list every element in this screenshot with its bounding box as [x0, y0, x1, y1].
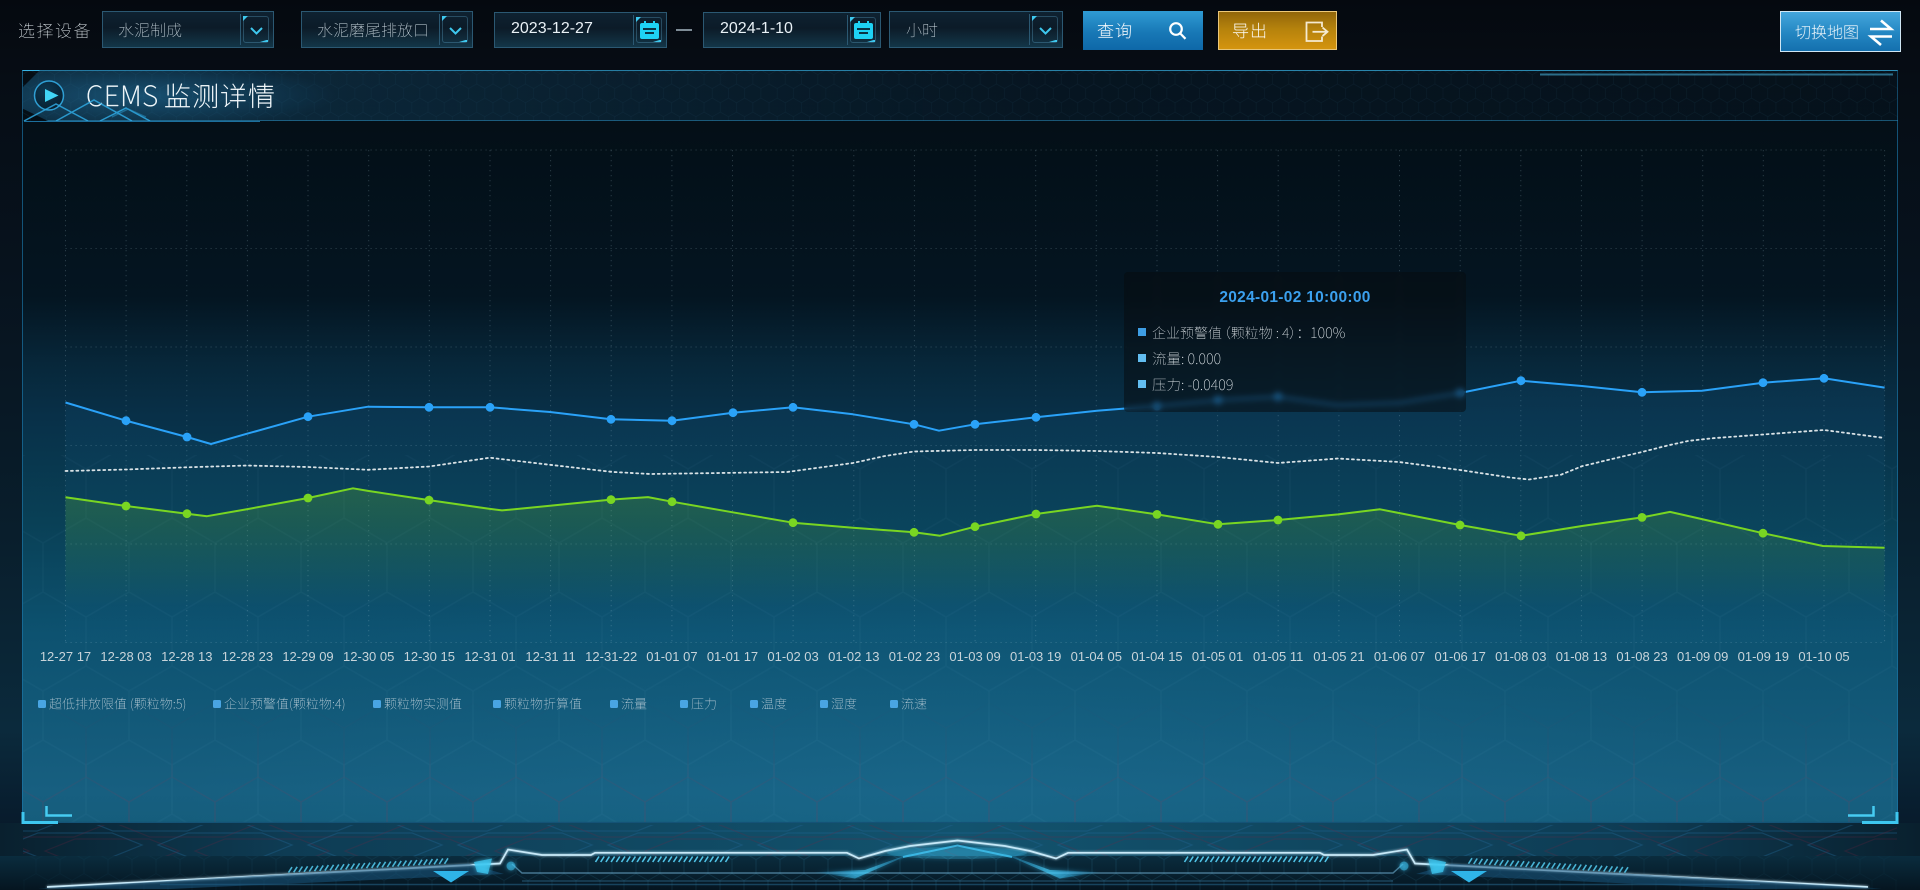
svg-text:01-02 23: 01-02 23 [889, 649, 940, 664]
svg-text:12-30 05: 12-30 05 [343, 649, 394, 664]
svg-text:01-08 13: 01-08 13 [1556, 649, 1607, 664]
svg-text:01-05 11: 01-05 11 [1253, 649, 1303, 664]
svg-text:01-09 19: 01-09 19 [1738, 649, 1789, 664]
svg-text:01-08 03: 01-08 03 [1495, 649, 1546, 664]
svg-text:01-03 09: 01-03 09 [949, 649, 1000, 664]
svg-text:12-28 23: 12-28 23 [222, 649, 273, 664]
svg-text:01-04 05: 01-04 05 [1071, 649, 1122, 664]
svg-text:01-01 07: 01-01 07 [646, 649, 697, 664]
svg-text:01-10 05: 01-10 05 [1798, 649, 1849, 664]
svg-text:01-01 17: 01-01 17 [707, 649, 758, 664]
svg-text:12-27 17: 12-27 17 [40, 649, 91, 664]
svg-text:12-31 11: 12-31 11 [525, 649, 575, 664]
svg-text:01-02 13: 01-02 13 [828, 649, 879, 664]
svg-text:12-31-22: 12-31-22 [585, 649, 637, 664]
svg-text:12-29 09: 12-29 09 [282, 649, 333, 664]
svg-text:01-02 03: 01-02 03 [767, 649, 818, 664]
svg-text:01-06 07: 01-06 07 [1374, 649, 1425, 664]
svg-text:12-28 03: 12-28 03 [100, 649, 151, 664]
svg-text:12-31 01: 12-31 01 [464, 649, 515, 664]
svg-text:01-04 15: 01-04 15 [1131, 649, 1182, 664]
svg-text:01-03 19: 01-03 19 [1010, 649, 1061, 664]
svg-text:01-06 17: 01-06 17 [1435, 649, 1486, 664]
svg-text:12-30 15: 12-30 15 [404, 649, 455, 664]
svg-text:01-05 21: 01-05 21 [1313, 649, 1364, 664]
svg-text:01-08 23: 01-08 23 [1616, 649, 1667, 664]
svg-text:01-09 09: 01-09 09 [1677, 649, 1728, 664]
svg-text:01-05 01: 01-05 01 [1192, 649, 1243, 664]
svg-text:12-28 13: 12-28 13 [161, 649, 212, 664]
